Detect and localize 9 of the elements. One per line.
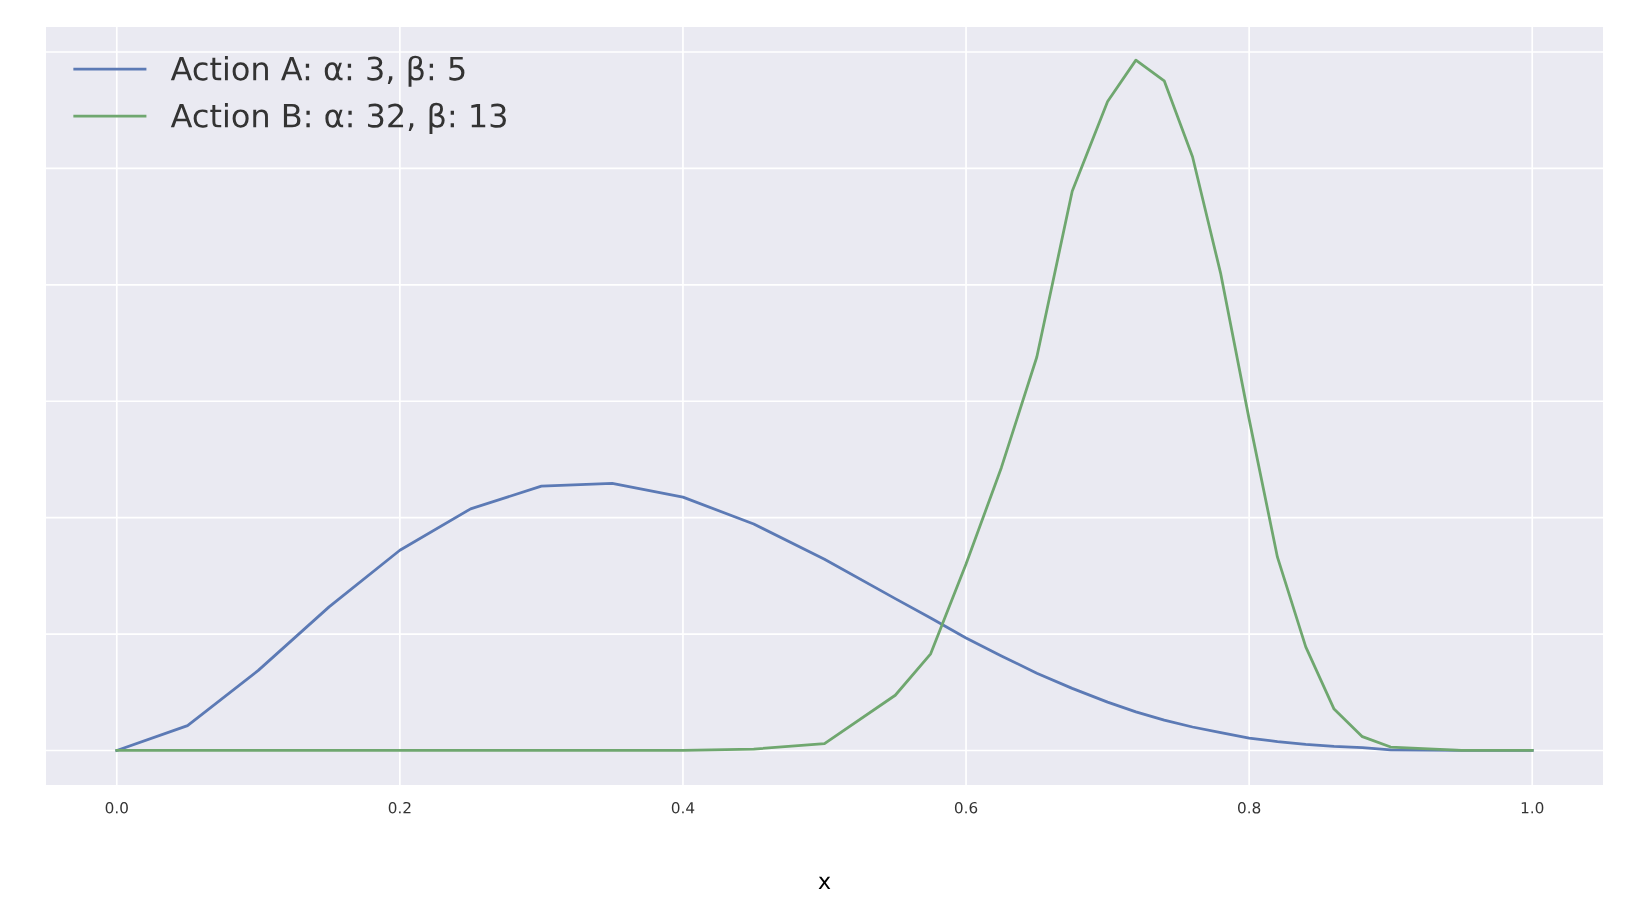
x-tick-label: 0.0 <box>105 801 128 814</box>
legend-label: Action B: α: 32, β: 13 <box>170 102 506 134</box>
x-tick-label: 1.0 <box>1521 801 1544 814</box>
x-tick-label: 0.4 <box>671 801 695 814</box>
x-tick-label: 0.8 <box>1238 801 1261 814</box>
x-tick-label: 0.6 <box>954 801 978 814</box>
x-tick-label: 0.2 <box>388 801 411 814</box>
legend-label: Action A: α: 3, β: 5 <box>170 55 465 87</box>
x-axis-title: x <box>818 876 831 889</box>
